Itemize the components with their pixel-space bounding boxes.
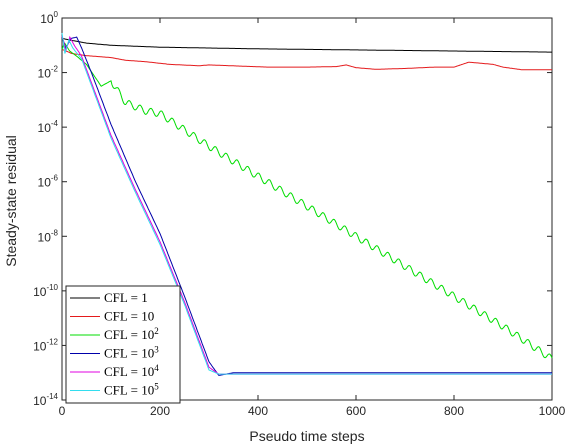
series-layer	[61, 32, 553, 376]
y-tick-label: 100	[40, 10, 58, 26]
legend-label: CFL = 1	[104, 290, 148, 305]
x-tick-label: 0	[59, 404, 66, 418]
series-line-2	[61, 42, 553, 359]
y-tick-label: 10-14	[33, 392, 58, 408]
ticks-layer: 0 200 400 600 800 1000 100 10-2 10-4 10-6 10-8 10-1…	[33, 10, 566, 418]
legend-label: CFL = 102	[104, 326, 159, 342]
y-axis-label: Steady-state residual	[3, 135, 19, 267]
x-tick-label: 400	[248, 404, 268, 418]
x-tick-label: 200	[150, 404, 170, 418]
legend-box	[65, 285, 181, 404]
legend-label: CFL = 104	[104, 363, 159, 379]
series-line-0	[61, 38, 552, 53]
legend-label: CFL = 10	[104, 309, 154, 324]
y-tick-label: 10-2	[38, 65, 59, 81]
series-line-1	[61, 48, 552, 71]
legend-label: CFL = 105	[104, 382, 159, 398]
y-tick-label: 10-10	[33, 283, 58, 299]
y-tick-label: 10-8	[38, 228, 59, 244]
legend: CFL = 1 CFL = 10 CFL = 102 CFL = 103 CFL = 1…	[65, 285, 181, 404]
x-tick-label: 800	[444, 404, 464, 418]
y-tick-label: 10-6	[38, 174, 59, 190]
x-tick-label: 1000	[539, 404, 566, 418]
y-tick-label: 10-4	[38, 119, 59, 135]
series-line-5	[61, 32, 552, 375]
series-line-3	[61, 36, 552, 376]
plot-frame	[61, 17, 553, 401]
x-tick-label: 600	[346, 404, 366, 418]
x-axis-label: Pseudo time steps	[249, 428, 364, 444]
legend-label: CFL = 103	[104, 345, 159, 361]
axes-box	[61, 17, 553, 401]
y-tick-label: 10-12	[33, 337, 58, 353]
